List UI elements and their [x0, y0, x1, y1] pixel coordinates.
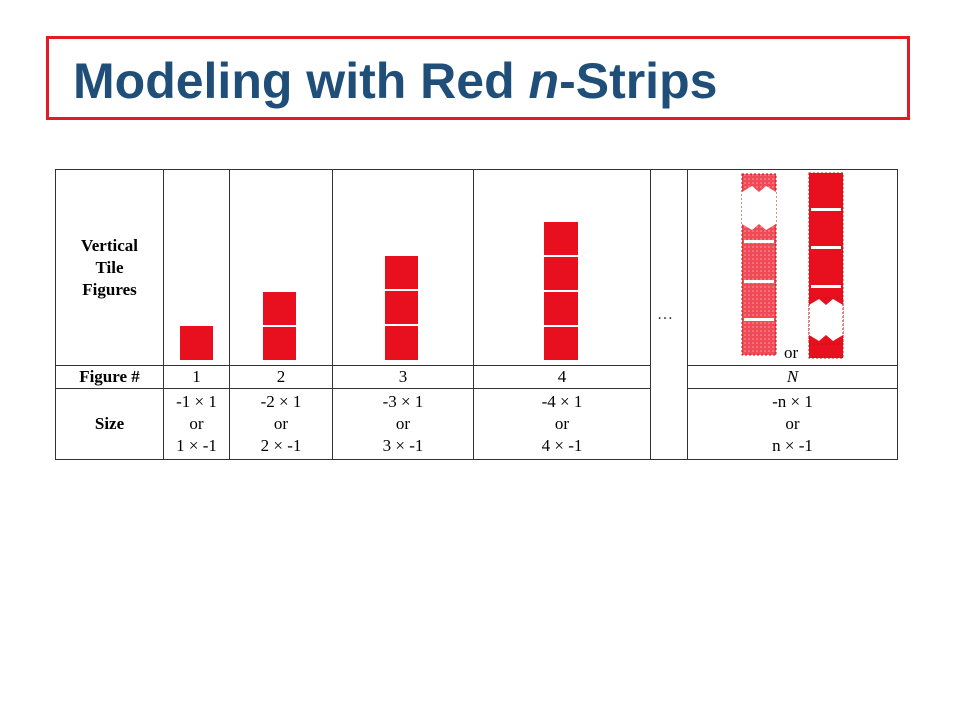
row-header-figures: Vertical Tile Figures — [81, 235, 138, 299]
size-cell-4: -4 × 1 or 4 × -1 — [541, 392, 583, 455]
figure-number-n: N — [786, 367, 799, 386]
tile-fig2-2 — [263, 327, 296, 360]
tile-fig3-1 — [385, 256, 418, 289]
tile-fig4-3 — [544, 292, 578, 325]
strip-or-label: or — [784, 343, 799, 362]
size-cell-1: -1 × 1 or 1 × -1 — [176, 392, 217, 455]
title-box: Modeling with Red n-Strips — [46, 36, 910, 120]
tile-fig1-1 — [180, 326, 213, 360]
size-cell-3: -3 × 1 or 3 × -1 — [382, 392, 424, 455]
figure-number-1: 1 — [192, 367, 201, 386]
n-strip-illustration — [741, 172, 844, 359]
tile-fig4-1 — [544, 222, 578, 255]
figure-number-4: 4 — [557, 367, 567, 386]
ellipsis: … — [657, 306, 674, 323]
figure-number-2: 2 — [276, 367, 286, 386]
size-cell-n: -n × 1 or n × -1 — [772, 392, 813, 455]
size-cell-2: -2 × 1 or 2 × -1 — [260, 392, 302, 455]
tile-fig4-2 — [544, 257, 578, 290]
row-header-size: Size — [94, 414, 125, 433]
figure-number-3: 3 — [398, 367, 408, 386]
tile-fig3-2 — [385, 291, 418, 324]
tile-fig4-4 — [544, 327, 578, 360]
slide-title: Modeling with Red n-Strips — [73, 53, 718, 109]
tile-fig3-3 — [385, 326, 418, 360]
tile-fig2-1 — [263, 292, 296, 325]
row-header-figure-number: Figure # — [79, 367, 140, 386]
